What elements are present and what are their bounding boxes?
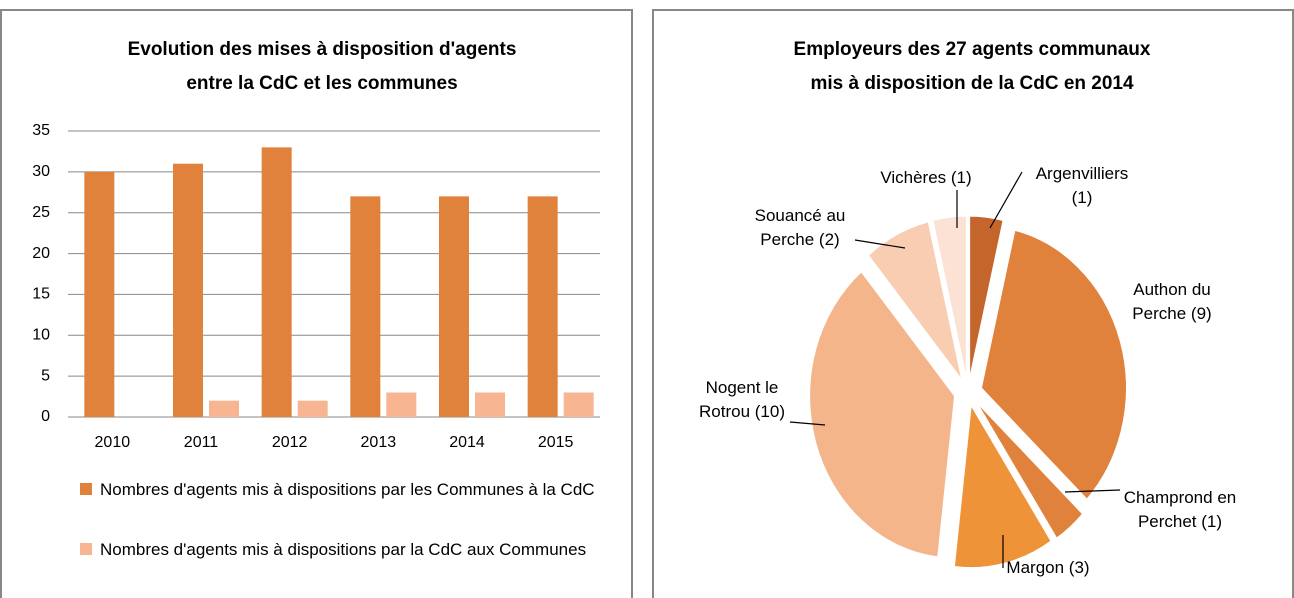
slice-label: Champrond en Perchet (1) — [1120, 486, 1240, 534]
bar — [297, 400, 328, 417]
slice-value-label: (1) — [1201, 512, 1223, 531]
slice-value-label: (9) — [1190, 304, 1212, 323]
slice-value-label: (1) — [950, 168, 972, 187]
leader-line — [989, 171, 1023, 229]
slice-value-label: (10) — [754, 402, 785, 421]
bar — [386, 392, 417, 417]
x-tick-label: 2011 — [184, 434, 219, 451]
y-tick-label: 35 — [32, 122, 50, 139]
x-tick-label: 2013 — [361, 434, 397, 451]
y-tick-label: 5 — [41, 367, 50, 384]
pie-slice — [953, 404, 1052, 569]
pie-slice — [976, 402, 1084, 539]
slice-name: Authon du Perche — [1132, 280, 1211, 323]
slice-value-label: (1) — [1071, 188, 1093, 207]
slice-value-label: (3) — [1068, 558, 1090, 577]
slice-label: Souancé au Perche (2) — [745, 204, 855, 252]
x-tick-label: 2012 — [272, 434, 308, 451]
slice-label: Argenvilliers (1) — [1026, 162, 1138, 210]
slice-value-label: (2) — [818, 230, 840, 249]
x-tick-label: 2014 — [449, 434, 485, 451]
bar — [475, 392, 505, 417]
legend-swatch — [80, 483, 92, 495]
y-tick-label: 30 — [32, 163, 50, 180]
chart-title: entre la CdC et les communes — [186, 73, 457, 94]
legend-label: Nombres d'agents mis à dispositions par … — [100, 480, 595, 499]
pie-slice — [969, 215, 1004, 379]
pie-slice — [809, 271, 956, 558]
pie-slice — [980, 229, 1127, 500]
slice-label: Vichères (1) — [876, 166, 976, 190]
legend-swatch — [80, 543, 92, 555]
y-tick-label: 20 — [32, 245, 50, 262]
slice-label: Nogent le Rotrou (10) — [692, 376, 792, 424]
bar — [527, 196, 558, 417]
slice-name: Champrond en Perchet — [1123, 488, 1237, 531]
slice-name: Nogent le Rotrou — [699, 378, 779, 421]
x-tick-label: 2015 — [538, 434, 574, 451]
bar — [350, 196, 381, 417]
slice-name: Souancé au Perche — [754, 206, 846, 249]
slice-name: Vichères — [880, 168, 947, 187]
y-tick-label: 15 — [32, 286, 50, 303]
chart-title: Employeurs des 27 agents communaux — [794, 39, 1151, 60]
bar — [209, 400, 239, 417]
pie-slice — [867, 221, 963, 380]
slice-name: Margon — [1006, 558, 1065, 577]
slice-name: Argenvilliers — [1035, 164, 1129, 183]
y-tick-label: 10 — [32, 327, 50, 344]
bar — [439, 196, 469, 417]
y-tick-label: 25 — [32, 204, 50, 221]
bar — [563, 392, 594, 417]
bar — [261, 147, 292, 418]
y-tick-label: 0 — [41, 408, 50, 425]
leader-line — [854, 239, 906, 249]
leader-line — [1064, 489, 1121, 493]
legend-label: Nombres d'agents mis à dispositions par … — [100, 540, 587, 559]
leader-line — [789, 421, 826, 426]
slice-label: Authon du Perche (9) — [1117, 278, 1227, 326]
bar — [173, 163, 203, 417]
x-tick-label: 2010 — [95, 434, 131, 451]
slice-label: Margon (3) — [1003, 556, 1093, 580]
pie-slice — [932, 215, 967, 379]
chart-title: mis à disposition de la CdC en 2014 — [810, 73, 1134, 94]
bar — [84, 171, 115, 417]
chart-title: Evolution des mises à disposition d'agen… — [128, 39, 517, 60]
